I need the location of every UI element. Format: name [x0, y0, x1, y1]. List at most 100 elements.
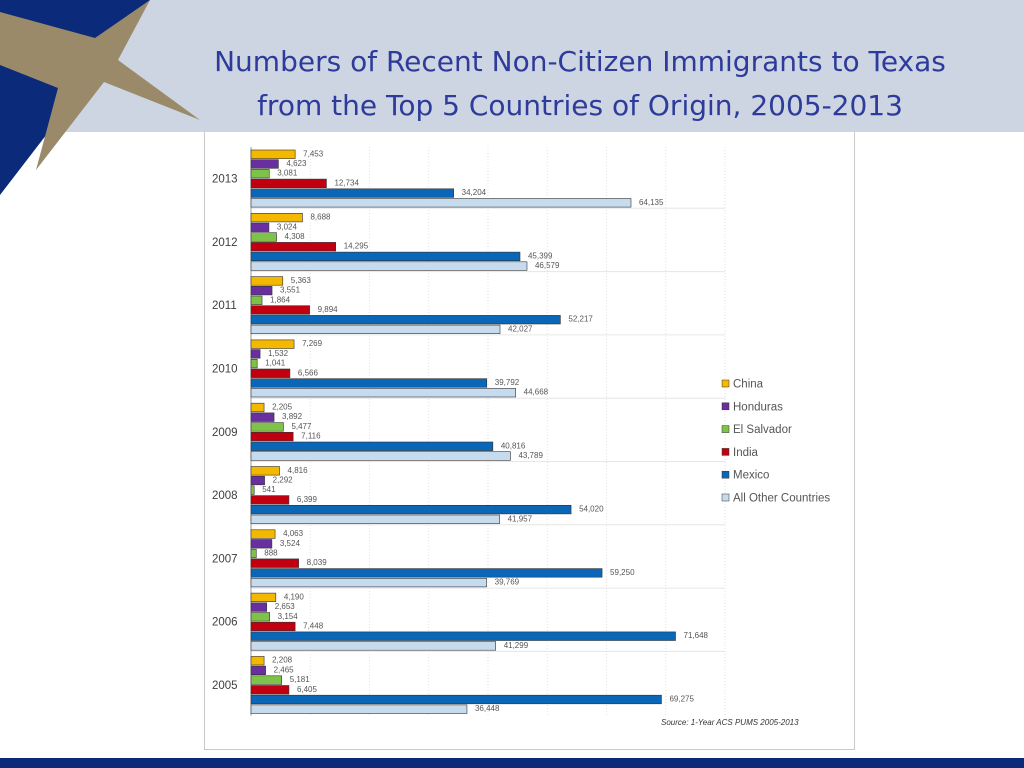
data-label: 2,208: [272, 656, 293, 665]
slide-title-line-2: from the Top 5 Countries of Origin, 2005…: [257, 89, 903, 122]
data-label: 8,688: [310, 213, 331, 222]
bar-india: [250, 495, 290, 505]
bar-honduras: [250, 539, 273, 549]
data-label: 5,477: [291, 422, 312, 431]
bar-all-other-countries: [250, 577, 487, 588]
data-label: 8,039: [307, 558, 328, 567]
data-label: 6,405: [297, 685, 318, 694]
data-label: 41,299: [504, 641, 529, 650]
data-label: 43,789: [518, 451, 543, 460]
slide-title-line-1: Numbers of Recent Non-Citizen Immigrants…: [214, 45, 946, 78]
data-label: 3,524: [280, 539, 301, 548]
bar-mexico: [250, 378, 488, 388]
bar-all-other-countries: [250, 641, 496, 651]
data-label: 7,448: [303, 622, 324, 631]
bar-el-salvador: [250, 485, 255, 495]
bar-china: [250, 339, 295, 349]
bar-india: [250, 685, 290, 695]
data-label: 6,399: [297, 495, 318, 504]
legend-item: Honduras: [733, 401, 783, 413]
data-label: 4,190: [284, 592, 305, 601]
legend-item: All Other Countries: [733, 493, 830, 505]
year-label: 2008: [212, 490, 238, 502]
data-label: 6,566: [298, 368, 319, 377]
bar-all-other-countries: [250, 451, 511, 461]
year-label: 2006: [212, 617, 238, 629]
legend-swatch: [721, 402, 730, 411]
bar-mexico: [250, 188, 454, 198]
data-label: 42,027: [508, 324, 533, 333]
bar-el-salvador: [250, 548, 257, 559]
bar-india: [250, 178, 327, 188]
data-label: 5,181: [290, 675, 311, 684]
bar-honduras: [250, 665, 266, 675]
bar-honduras: [250, 602, 268, 612]
data-label: 41,957: [508, 514, 533, 523]
bar-mexico: [250, 251, 521, 261]
data-label: 7,453: [303, 149, 324, 158]
data-label: 52,217: [568, 315, 593, 324]
data-label: 1,041: [265, 359, 286, 368]
data-label: 69,275: [669, 695, 694, 704]
bar-india: [250, 242, 336, 252]
data-label: 39,769: [495, 578, 520, 587]
bar-all-other-countries: [250, 514, 500, 524]
bar-china: [250, 402, 265, 413]
data-label: 39,792: [495, 378, 520, 387]
bar-el-salvador: [250, 612, 270, 622]
data-label: 46,579: [535, 261, 560, 270]
data-label: 2,653: [275, 602, 296, 611]
bar-honduras: [250, 475, 265, 486]
bar-el-salvador: [250, 675, 282, 685]
data-label: 36,448: [475, 704, 500, 713]
year-label: 2010: [212, 363, 238, 375]
bar-honduras: [250, 349, 261, 359]
data-label: 4,816: [288, 466, 309, 475]
data-label: 59,250: [610, 568, 635, 577]
chart-panel: 2013 7,453 4,623 3,081 12,734 34,204 64,135 201…: [204, 132, 855, 750]
data-label: 2,465: [274, 665, 295, 674]
year-label: 2013: [212, 174, 238, 186]
bar-all-other-countries: [250, 198, 632, 208]
data-label: 34,204: [462, 188, 487, 197]
data-label: 64,135: [639, 198, 664, 207]
data-label: 2,292: [273, 476, 294, 485]
year-label: 2012: [212, 237, 238, 249]
bar-honduras: [250, 412, 275, 422]
data-label: 1,532: [268, 349, 289, 358]
bar-honduras: [250, 222, 270, 232]
bar-india: [250, 368, 291, 378]
bar-el-salvador: [250, 295, 263, 305]
data-label: 888: [264, 549, 278, 558]
corner-star-shape: [0, 0, 200, 170]
data-label: 4,623: [286, 159, 307, 168]
legend-swatch: [721, 448, 730, 456]
data-label: 3,154: [278, 612, 299, 621]
year-label: 2011: [212, 300, 237, 312]
bar-el-salvador: [250, 359, 258, 369]
bar-mexico: [250, 694, 662, 705]
year-label: 2005: [212, 680, 238, 692]
data-label: 7,116: [301, 432, 321, 441]
slide-title: Numbers of Recent Non-Citizen Immigrants…: [150, 40, 1010, 128]
bar-china: [250, 529, 276, 539]
legend-swatch: [721, 470, 730, 479]
data-label: 14,295: [344, 242, 369, 251]
data-label: 7,269: [302, 339, 323, 348]
legend-item: El Salvador: [733, 424, 792, 436]
bar-mexico: [250, 315, 561, 325]
data-label: 4,063: [283, 529, 304, 538]
data-label: 3,024: [277, 222, 298, 231]
year-label: 2007: [212, 553, 238, 565]
bar-india: [250, 305, 310, 315]
corner-star-logo: [0, 0, 200, 195]
data-label: 1,864: [270, 295, 291, 304]
bar-mexico: [250, 631, 676, 641]
data-label: 541: [262, 485, 276, 494]
bar-mexico: [250, 441, 494, 451]
legend-item: India: [733, 447, 759, 459]
bar-all-other-countries: [250, 261, 528, 271]
data-label: 5,363: [291, 276, 312, 285]
legend-swatch: [721, 493, 730, 502]
bottom-bar: [0, 758, 1024, 768]
